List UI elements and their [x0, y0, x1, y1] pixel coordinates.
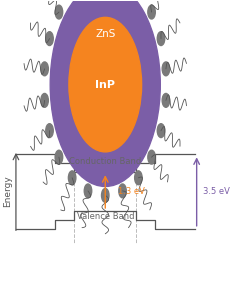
Text: Valence Band: Valence Band [76, 212, 134, 221]
Ellipse shape [84, 184, 91, 198]
Text: InP: InP [95, 80, 115, 90]
Text: 1.3 eV: 1.3 eV [117, 187, 144, 196]
Text: Conduction Band: Conduction Band [69, 157, 141, 166]
Ellipse shape [157, 124, 164, 137]
Ellipse shape [69, 17, 141, 152]
Ellipse shape [41, 94, 48, 107]
Text: ZnS: ZnS [95, 29, 115, 39]
Ellipse shape [157, 32, 164, 46]
Ellipse shape [134, 171, 142, 185]
Ellipse shape [147, 150, 155, 164]
Ellipse shape [55, 5, 62, 19]
Ellipse shape [46, 32, 53, 46]
Ellipse shape [55, 150, 62, 164]
Ellipse shape [147, 5, 155, 19]
Ellipse shape [161, 62, 169, 76]
Ellipse shape [50, 0, 160, 187]
Ellipse shape [118, 184, 126, 198]
Text: 3.5 eV: 3.5 eV [202, 187, 229, 196]
Text: Energy: Energy [3, 176, 12, 208]
Ellipse shape [101, 188, 109, 202]
Ellipse shape [68, 171, 76, 185]
Ellipse shape [41, 62, 48, 76]
Ellipse shape [161, 94, 169, 107]
Ellipse shape [46, 124, 53, 137]
